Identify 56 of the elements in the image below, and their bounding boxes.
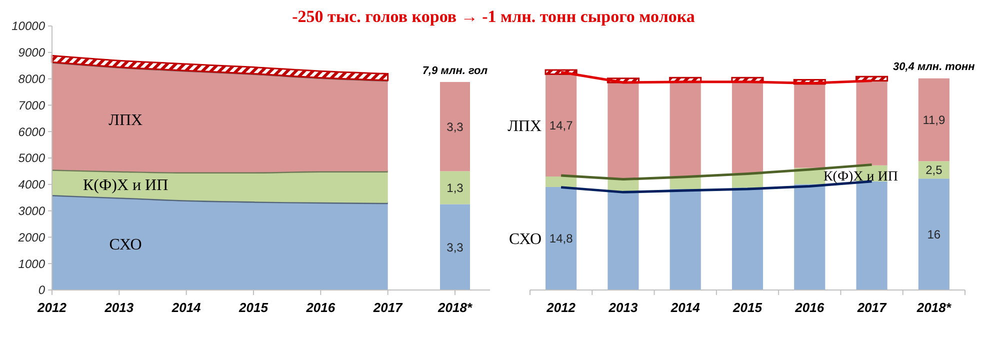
x-tick-label: 2014 [170, 300, 202, 315]
series-label: СХО [508, 231, 542, 248]
x-tick-label: 2018* [916, 300, 952, 315]
annotation: 7,9 млн. гол [422, 64, 488, 77]
x-tick-label: 2015 [238, 300, 269, 315]
x-tick-label: 2012 [36, 300, 68, 315]
bar [546, 186, 577, 290]
data-label: 16 [927, 228, 941, 242]
x-tick-label: 2013 [608, 300, 638, 315]
y-tick-label: 1000 [18, 256, 46, 271]
y-tick-label: 7000 [18, 98, 46, 112]
chart-title: -250 тыс. голов коров → -1 млн. тонн сырого молока [292, 7, 696, 26]
y-tick-label: 6000 [18, 124, 46, 139]
bar [546, 176, 577, 187]
x-tick-label: 2016 [794, 300, 825, 315]
series-label: ЛПХ [108, 112, 144, 129]
x-tick-label: 2016 [305, 300, 336, 315]
x-tick-label: 2013 [104, 300, 134, 315]
series-label: К(Ф)Х и ИП [823, 169, 898, 184]
bar [732, 82, 764, 174]
y-tick-label: 9000 [18, 46, 46, 60]
bar [670, 82, 701, 176]
x-tick-label: 2014 [670, 300, 701, 315]
bar [670, 189, 701, 290]
annotation: 3,3 [446, 120, 464, 134]
y-tick-label: 4000 [18, 178, 46, 192]
total-label: 30,4 млн. тонн [893, 61, 976, 74]
x-tick-label: 2015 [732, 300, 763, 315]
data-label: 14,8 [549, 232, 574, 246]
x-tick-label: 2018* [437, 300, 473, 315]
bar [732, 188, 764, 290]
bar [794, 84, 826, 168]
y-tick-label: 8000 [18, 72, 46, 86]
x-tick-label: 2017 [856, 300, 888, 315]
x-tick-label: 2012 [546, 300, 576, 315]
x-tick-label: 2017 [372, 300, 404, 315]
bar [794, 184, 826, 290]
y-tick-label: 5000 [18, 151, 46, 166]
data-label: 2,5 [926, 163, 943, 178]
bar [918, 178, 950, 290]
y-tick-label: 10000 [12, 19, 46, 34]
y-tick-label: 2000 [17, 230, 46, 244]
annotation: 1,3 [446, 180, 464, 195]
bar [918, 78, 950, 162]
bar [608, 191, 639, 290]
series-label: ЛПХ [508, 118, 542, 135]
data-label: 14,7 [549, 118, 574, 133]
bar [856, 80, 888, 166]
series-label: СХО [109, 236, 142, 254]
data-label: 11,9 [922, 112, 946, 127]
bar [546, 74, 577, 177]
annotation: 3,3 [446, 240, 464, 254]
y-tick-label: 3000 [18, 204, 46, 218]
y-tick-label: 0 [38, 283, 46, 298]
bar [608, 82, 639, 180]
series-label: К(Ф)Х и ИП [82, 177, 169, 194]
